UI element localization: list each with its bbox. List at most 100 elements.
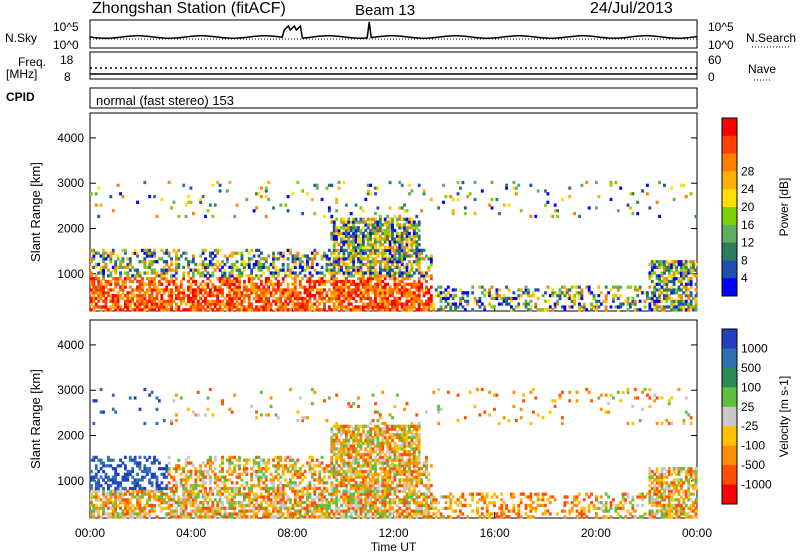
heatmap-cell <box>371 248 375 252</box>
heatmap-cell <box>267 279 271 284</box>
heatmap-cell <box>262 305 266 309</box>
heatmap-cell <box>429 302 433 306</box>
heatmap-cell <box>408 234 411 238</box>
heatmap-cell <box>208 251 212 255</box>
heatmap-cell <box>218 291 222 295</box>
heatmap-cell <box>184 481 188 485</box>
heatmap-cell <box>138 467 142 471</box>
heatmap-cell <box>335 271 339 275</box>
heatmap-cell <box>417 288 421 292</box>
heatmap-cell <box>228 458 232 462</box>
heatmap-cell <box>272 481 275 485</box>
heatmap-cell <box>167 294 171 298</box>
heatmap-cell <box>138 498 142 502</box>
heatmap-cell <box>473 180 477 185</box>
heatmap-cell <box>383 430 387 434</box>
heatmap-cell <box>366 509 370 513</box>
heatmap-cell <box>609 197 613 202</box>
heatmap-cell <box>255 515 258 519</box>
heatmap-cell <box>102 305 105 309</box>
heatmap-cell <box>221 469 224 474</box>
heatmap-cell <box>320 489 324 493</box>
heatmap-cell <box>242 288 246 292</box>
heatmap-cell <box>274 291 278 295</box>
heatmap-cell <box>687 296 691 301</box>
heatmap-cell <box>255 506 258 510</box>
heatmap-cell <box>140 475 144 479</box>
heatmap-cell <box>318 503 322 508</box>
heatmap-cell <box>204 506 207 510</box>
heatmap-cell <box>306 484 309 488</box>
heatmap-cell <box>208 274 212 278</box>
heatmap-cell <box>160 302 164 306</box>
heatmap-cell <box>587 285 591 289</box>
heatmap-cell <box>140 302 144 306</box>
heatmap-cell <box>388 206 392 210</box>
heatmap-cell <box>320 478 324 482</box>
heatmap-cell <box>90 257 93 261</box>
heatmap-cell <box>400 248 404 252</box>
heatmap-cell <box>449 294 453 298</box>
heatmap-cell <box>512 186 516 190</box>
heatmap-cell <box>352 245 356 250</box>
heatmap-cell <box>529 308 533 312</box>
heatmap-cell <box>359 257 363 261</box>
heatmap-cell <box>90 512 93 516</box>
heatmap-cell <box>323 503 326 508</box>
heatmap-cell <box>684 285 688 289</box>
heatmap-cell <box>383 469 387 474</box>
heatmap-cell <box>194 498 198 502</box>
heatmap-cell <box>374 285 377 289</box>
heatmap-cell <box>199 291 203 295</box>
heatmap-cell <box>172 501 176 505</box>
heatmap-cell <box>689 302 693 306</box>
heatmap-cell <box>116 257 120 261</box>
heatmap-cell <box>677 285 681 289</box>
heatmap-cell <box>109 478 113 482</box>
heatmap-cell <box>267 285 271 289</box>
heatmap-cell <box>157 291 161 295</box>
heatmap-cell <box>157 495 161 499</box>
heatmap-cell <box>131 515 135 519</box>
heatmap-cell <box>250 515 254 519</box>
heatmap-cell <box>114 271 118 275</box>
heatmap-cell <box>332 265 336 269</box>
heatmap-cell <box>371 501 375 505</box>
heatmap-cell <box>366 260 370 264</box>
heatmap-cell <box>174 469 178 474</box>
heatmap-cell <box>172 299 176 303</box>
heatmap-cell <box>422 189 426 193</box>
heatmap-cell <box>272 285 275 289</box>
heatmap-cell <box>286 294 290 298</box>
heatmap-cell <box>182 277 186 281</box>
heatmap-cell <box>364 234 368 238</box>
heatmap-cell <box>150 294 154 298</box>
heatmap-cell <box>136 305 139 309</box>
heatmap-cell <box>189 475 193 479</box>
heatmap-cell <box>352 430 356 434</box>
heatmap-cell <box>378 433 382 437</box>
heatmap-cell <box>262 291 266 295</box>
heatmap-cell <box>228 467 232 471</box>
heatmap-cell <box>162 251 166 255</box>
heatmap-cell <box>298 262 302 267</box>
heatmap-cell <box>230 506 234 510</box>
heatmap-cell <box>378 506 382 510</box>
heatmap-cell <box>670 262 674 267</box>
heatmap-cell <box>347 441 351 445</box>
heatmap-cell <box>366 501 370 505</box>
heatmap-cell <box>247 302 251 306</box>
heatmap-cell <box>366 285 370 289</box>
heatmap-cell <box>383 268 387 272</box>
heatmap-cell <box>179 478 183 482</box>
heatmap-cell <box>204 492 207 496</box>
heatmap-cell <box>386 260 390 264</box>
heatmap-cell <box>179 498 183 502</box>
heatmap-cell <box>488 302 492 306</box>
heatmap-cell <box>332 248 336 252</box>
heatmap-cell <box>340 495 343 499</box>
heatmap-cell <box>257 467 261 471</box>
heatmap-cell <box>561 285 564 289</box>
heatmap-cell <box>218 478 222 482</box>
heatmap-cell <box>393 308 397 312</box>
